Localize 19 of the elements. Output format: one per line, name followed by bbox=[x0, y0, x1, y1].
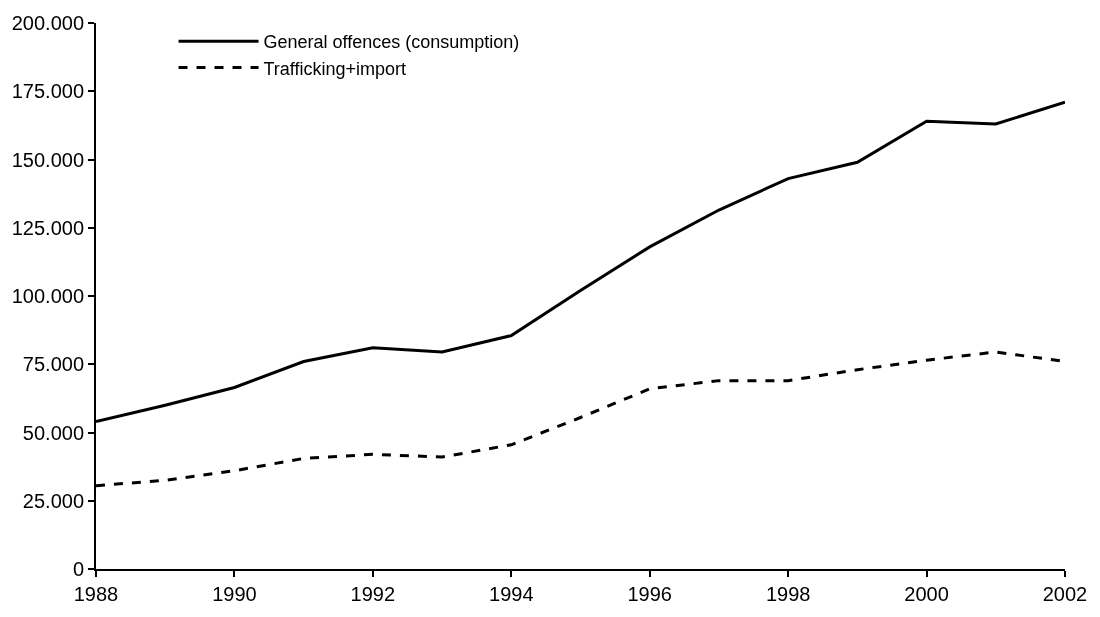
legend-label: General offences (consumption) bbox=[263, 32, 520, 53]
x-tick-label: 2000 bbox=[904, 583, 949, 605]
y-tick-label: 125.000 bbox=[11, 216, 84, 239]
y-tick-label: 100.000 bbox=[11, 285, 84, 307]
y-tick-label: 0 bbox=[72, 558, 84, 580]
x-tick-label: 1994 bbox=[489, 583, 534, 605]
y-tick-label: 75.000 bbox=[22, 353, 84, 376]
y-tick-label: 50.000 bbox=[22, 421, 84, 444]
x-tick-label: 1998 bbox=[765, 583, 811, 605]
x-tick-label: 1988 bbox=[73, 583, 119, 605]
x-tick-label: 2002 bbox=[1042, 583, 1088, 605]
y-tick-label: 200.000 bbox=[11, 12, 84, 34]
y-tick-label: 25.000 bbox=[22, 489, 84, 512]
x-tick-label: 1992 bbox=[350, 583, 396, 605]
x-tick-label: 1990 bbox=[212, 583, 257, 605]
y-tick-label: 175.000 bbox=[11, 80, 84, 103]
x-tick-label: 1996 bbox=[627, 583, 672, 605]
legend-label: Trafficking+import bbox=[263, 58, 407, 79]
y-tick-label: 150.000 bbox=[11, 148, 84, 171]
